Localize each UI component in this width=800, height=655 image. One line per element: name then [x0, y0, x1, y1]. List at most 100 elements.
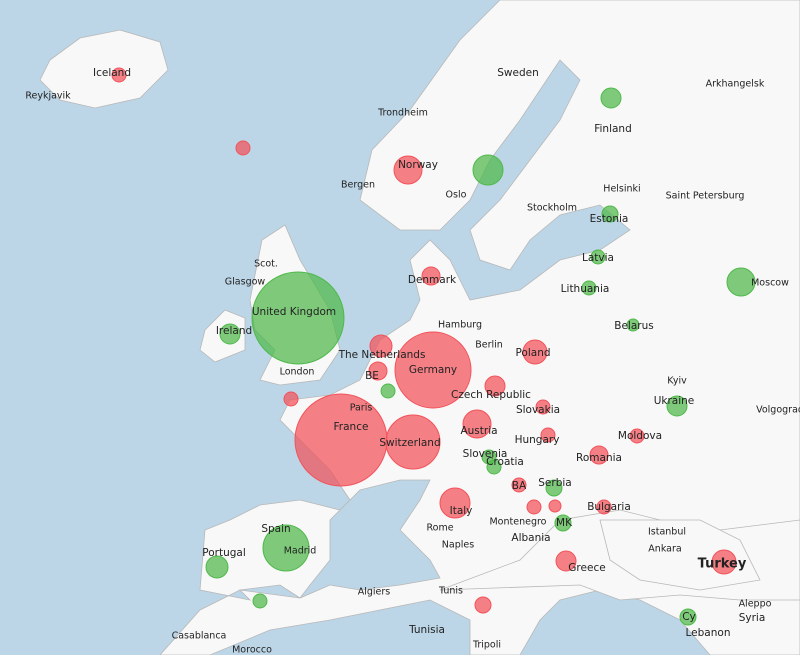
city-label: Montenegro: [489, 517, 546, 528]
bubble[interactable]: [626, 318, 640, 332]
country-label: Spain: [261, 523, 290, 535]
country-label: Germany: [409, 364, 457, 376]
bubble[interactable]: [368, 361, 388, 381]
city-label: Reykjavik: [25, 91, 71, 102]
bubble[interactable]: [526, 499, 542, 515]
country-label: Greece: [568, 562, 605, 574]
bubble[interactable]: [629, 428, 645, 444]
bubble[interactable]: [679, 608, 697, 626]
country-label: Lithuania: [561, 283, 610, 295]
bubble[interactable]: [393, 155, 423, 185]
country-label: MK: [556, 517, 573, 529]
country-label: Ukraine: [654, 395, 695, 407]
bubble[interactable]: [555, 550, 577, 572]
bubble[interactable]: [581, 280, 597, 296]
city-label: Rome: [426, 523, 453, 534]
country-label: Portugal: [202, 547, 246, 559]
bubble[interactable]: [596, 499, 612, 515]
country-label: Albania: [511, 532, 550, 544]
bubble[interactable]: [545, 479, 563, 497]
city-label: Bergen: [341, 180, 375, 191]
bubble[interactable]: [726, 267, 756, 297]
city-label: Volgograd: [756, 405, 800, 416]
city-label: Saint Petersburg: [666, 191, 745, 202]
bubble[interactable]: [219, 323, 241, 345]
bubble[interactable]: [554, 514, 572, 532]
bubble[interactable]: [474, 596, 492, 614]
country-label: Slovakia: [516, 404, 560, 416]
bubble[interactable]: [462, 409, 492, 439]
country-label: Estonia: [590, 213, 629, 225]
city-label: Ankara: [648, 544, 681, 555]
country-label: Turkey: [698, 557, 747, 572]
bubble[interactable]: [548, 499, 562, 513]
bubble[interactable]: [369, 334, 393, 358]
country-label: Croatia: [486, 456, 524, 468]
country-label: Belarus: [614, 320, 653, 332]
city-label: Tripoli: [472, 640, 501, 651]
bubble[interactable]: [590, 249, 606, 265]
city-label: Glasgow: [225, 277, 266, 288]
city-label: Aleppo: [739, 599, 772, 610]
bubble[interactable]: [294, 393, 388, 487]
country-label: Serbia: [538, 477, 571, 489]
country-label: BA: [512, 480, 527, 492]
country-label: Hungary: [515, 434, 560, 446]
city-label: Istanbul: [648, 527, 686, 538]
bubble[interactable]: [600, 87, 622, 109]
country-label: Romania: [576, 452, 622, 464]
country-label: The Netherlands: [338, 349, 426, 361]
bubble[interactable]: [421, 266, 441, 286]
bubble[interactable]: [589, 445, 609, 465]
city-label: Oslo: [446, 190, 467, 201]
city-label: Arkhangelsk: [706, 79, 765, 90]
country-label: BE: [365, 370, 379, 382]
labels: Iceland Reykjavik Sweden Arkhangelsk Trondhe…: [25, 67, 800, 655]
city-label: Trondheim: [377, 108, 428, 119]
bubble[interactable]: [385, 414, 441, 470]
country-label: Lebanon: [686, 627, 731, 639]
city-label: Algiers: [358, 587, 391, 598]
country-label: Cy: [682, 611, 696, 623]
country-label: Denmark: [408, 274, 457, 286]
bubble[interactable]: [472, 154, 504, 186]
bubble[interactable]: [111, 67, 127, 83]
bubbles: [111, 67, 756, 626]
bubble[interactable]: [535, 399, 551, 415]
bubble[interactable]: [252, 593, 268, 609]
bubble[interactable]: [439, 487, 471, 519]
country-label: Iceland: [93, 67, 131, 79]
bubble[interactable]: [486, 459, 502, 475]
bubble[interactable]: [711, 549, 737, 575]
bubble[interactable]: [380, 383, 396, 399]
country-label: United Kingdom: [252, 306, 336, 318]
bubble[interactable]: [601, 205, 619, 223]
country-label: Italy: [450, 505, 473, 517]
city-label: Tunis: [438, 586, 463, 597]
country-label: Austria: [460, 425, 497, 437]
bubble[interactable]: [262, 524, 310, 572]
bubble[interactable]: [522, 339, 548, 365]
city-label: Moscow: [751, 278, 789, 289]
bubble[interactable]: [511, 477, 527, 493]
country-label: Tunisia: [408, 624, 445, 636]
bubble[interactable]: [251, 271, 345, 365]
bubble[interactable]: [283, 391, 299, 407]
city-label: Scot.: [254, 259, 278, 270]
bubble[interactable]: [540, 427, 556, 443]
bubble[interactable]: [394, 331, 472, 409]
bubble[interactable]: [235, 140, 251, 156]
country-label: Moldova: [618, 430, 662, 442]
bubble[interactable]: [484, 375, 506, 397]
country-label: Norway: [398, 159, 438, 171]
city-label: Stockholm: [527, 203, 577, 214]
city-label: Kyiv: [667, 376, 687, 387]
country-label: Latvia: [582, 252, 614, 264]
country-label: Bulgaria: [587, 501, 631, 513]
country-label: Finland: [594, 123, 632, 135]
bubble[interactable]: [666, 395, 688, 417]
bubble[interactable]: [205, 555, 229, 579]
country-label: Syria: [739, 612, 766, 624]
country-label: Ireland: [216, 325, 252, 337]
